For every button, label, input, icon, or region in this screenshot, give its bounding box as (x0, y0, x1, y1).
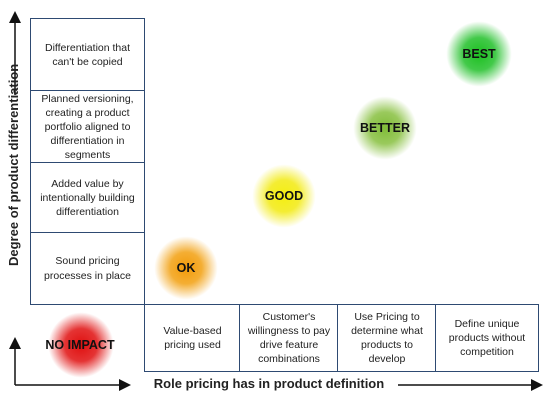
x-level-4-text: Define unique products without competiti… (448, 317, 526, 359)
stage-label-good: GOOD (264, 189, 304, 203)
stage-blob-better (353, 96, 417, 160)
stage-blob-no-impact (48, 312, 114, 378)
stage-blob-good (252, 164, 316, 228)
x-level-2-box: Customer's willingness to pay drive feat… (239, 304, 339, 372)
y-level-3-box: Added value by intentionally building di… (30, 162, 145, 234)
y-level-3-text: Added value by intentionally building di… (40, 177, 135, 219)
stage-blob-ok (154, 236, 218, 300)
stage-label-better: BETTER (360, 121, 410, 135)
x-level-2-text: Customer's willingness to pay drive feat… (247, 310, 331, 366)
stage-blob-best (446, 21, 512, 87)
y-axis-label: Degree of product differentiation (6, 63, 21, 266)
x-level-1-text: Value-based pricing used (163, 324, 222, 351)
y-level-4-text: Sound pricing processes in place (44, 255, 131, 282)
y-level-1-box: Differentiation that can't be copied (30, 18, 145, 92)
x-level-3-text: Use Pricing to determine what products t… (351, 310, 423, 366)
y-level-4-box: Sound pricing processes in place (30, 232, 145, 305)
x-level-1-box: Value-based pricing used (144, 304, 241, 372)
x-level-4-box: Define unique products without competiti… (435, 304, 539, 372)
y-level-2-box: Planned versioning, creating a product p… (30, 90, 145, 164)
stage-label-no-impact: NO IMPACT (45, 338, 115, 352)
stage-label-ok: OK (176, 261, 196, 275)
y-level-1-text: Differentiation that can't be copied (44, 41, 131, 68)
y-level-2-text: Planned versioning, creating a product p… (41, 92, 134, 162)
stage-label-best: BEST (462, 47, 496, 61)
x-axis-label: Role pricing has in product definition (153, 376, 385, 391)
x-level-3-box: Use Pricing to determine what products t… (337, 304, 437, 372)
